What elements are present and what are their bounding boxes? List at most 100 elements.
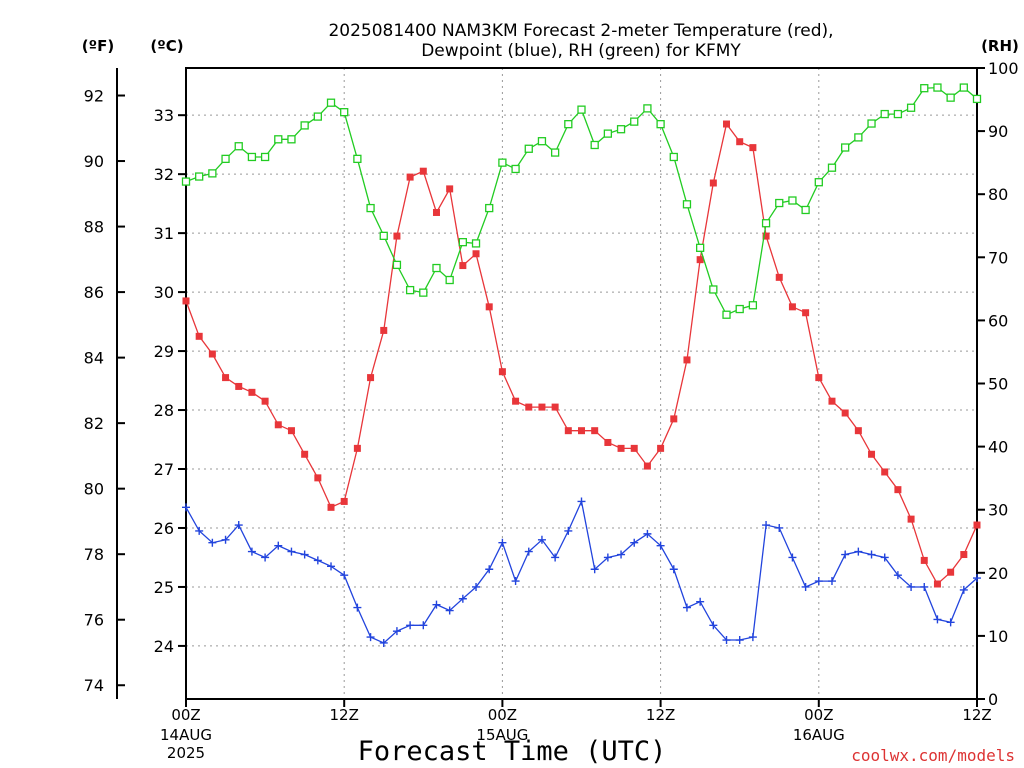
fahrenheit-tick-label: 80: [84, 480, 104, 499]
temperature-point: [643, 462, 651, 470]
dewpoint-point: [827, 577, 836, 586]
fahrenheit-tick-label: 90: [84, 152, 104, 171]
chart-title-line1: 2025081400 NAM3KM Forecast 2-meter Tempe…: [328, 21, 833, 41]
rh-point: [696, 243, 705, 252]
temperature-point: [841, 409, 849, 417]
x-tick-label: 12Z: [330, 706, 359, 724]
celsius-tick-label: 24: [154, 637, 174, 656]
temperature-point: [604, 438, 612, 446]
temperature-point: [788, 303, 796, 311]
rh-point: [775, 198, 784, 208]
x-tick-label: 12Z: [962, 706, 991, 724]
temperature-point: [907, 515, 915, 523]
rh-point: [432, 263, 441, 273]
temperature-point: [195, 332, 203, 340]
temperature-point: [261, 397, 269, 405]
temperature-point: [235, 382, 243, 390]
rh-point: [340, 108, 349, 117]
rh-point: [814, 178, 823, 187]
dewpoint-point: [472, 582, 481, 591]
rh-point: [577, 105, 586, 114]
rh-point: [537, 137, 547, 146]
dewpoint-point: [221, 535, 230, 544]
dewpoint-point: [682, 603, 691, 612]
x-tick-label: 00Z: [171, 706, 200, 724]
rh-point: [419, 288, 428, 297]
dewpoint-point: [182, 503, 190, 512]
rh-tick-label: 10: [988, 627, 1008, 646]
dewpoint-point: [327, 562, 336, 571]
dewpoint-point: [313, 556, 322, 565]
temperature-point: [657, 444, 665, 452]
rh-point: [590, 140, 599, 150]
grid-lines: [186, 68, 977, 699]
temperature-point: [868, 450, 876, 458]
rh-point: [801, 205, 810, 215]
temperature-point: [775, 273, 783, 281]
fahrenheit-tick-label: 88: [84, 218, 104, 237]
celsius-tick-label: 32: [154, 165, 174, 184]
temperature-point: [327, 503, 335, 511]
dewpoint-point: [630, 538, 639, 547]
dewpoint-point: [656, 541, 665, 550]
celsius-tick-label: 33: [154, 106, 174, 125]
rh-point: [827, 163, 837, 172]
temperature-point: [591, 427, 599, 435]
temperature-point: [630, 444, 638, 452]
celsius-tick-label: 31: [154, 224, 174, 243]
dewpoint-point: [603, 553, 612, 562]
dewpoint-point: [485, 565, 494, 574]
temperature-point: [340, 497, 348, 505]
temperature-point: [815, 374, 823, 382]
rh-point: [656, 120, 665, 129]
dewpoint-point: [340, 571, 349, 580]
rh-point: [458, 238, 468, 247]
temperature-point: [419, 167, 427, 175]
rh-point: [920, 84, 929, 93]
dewpoint-point: [854, 547, 863, 556]
fahrenheit-tick-label: 74: [84, 676, 104, 695]
dewpoint-point: [392, 627, 401, 636]
temperature-point: [670, 415, 678, 423]
rh-tick-label: 100: [988, 59, 1019, 78]
dewpoint-point: [735, 636, 744, 645]
dewpoint-point: [458, 594, 467, 603]
rh-point: [669, 152, 678, 162]
x-tick-date-label: 15AUG: [476, 726, 528, 744]
rh-point: [392, 260, 402, 270]
rh-point: [195, 172, 204, 181]
series-layer: [181, 83, 982, 647]
rh-point: [353, 154, 362, 164]
dewpoint-point: [814, 577, 823, 586]
temperature-point: [960, 551, 968, 559]
temperature-point: [525, 403, 533, 411]
unit-label-fahrenheit: (ºF): [82, 37, 114, 55]
temperature-point: [182, 297, 190, 305]
rh-point: [682, 200, 692, 209]
rh-tick-label: 0: [988, 690, 998, 709]
dewpoint-point: [247, 547, 256, 556]
rh-point: [564, 120, 573, 129]
rh-point: [761, 219, 771, 228]
rh-point: [841, 143, 850, 152]
temperature-point: [459, 262, 467, 270]
dewpoint-point: [801, 582, 810, 591]
dewpoint-point: [893, 571, 902, 580]
temperature-point: [933, 580, 941, 588]
rh-point: [405, 285, 415, 295]
temperature-point: [248, 388, 256, 396]
temperature-point: [393, 232, 401, 240]
temperature-point: [406, 173, 414, 181]
dewpoint-point: [643, 529, 652, 538]
dewpoint-point: [973, 574, 981, 583]
temperature-point: [551, 403, 559, 411]
rh-point: [379, 231, 388, 240]
dewpoint-point: [564, 526, 573, 535]
dewpoint-point: [775, 523, 784, 532]
dewpoint-point: [748, 633, 757, 642]
rh-point: [854, 133, 863, 142]
celsius-tick-label: 29: [154, 342, 174, 361]
dewpoint-point: [432, 600, 441, 609]
fahrenheit-tick-label: 86: [84, 283, 104, 302]
